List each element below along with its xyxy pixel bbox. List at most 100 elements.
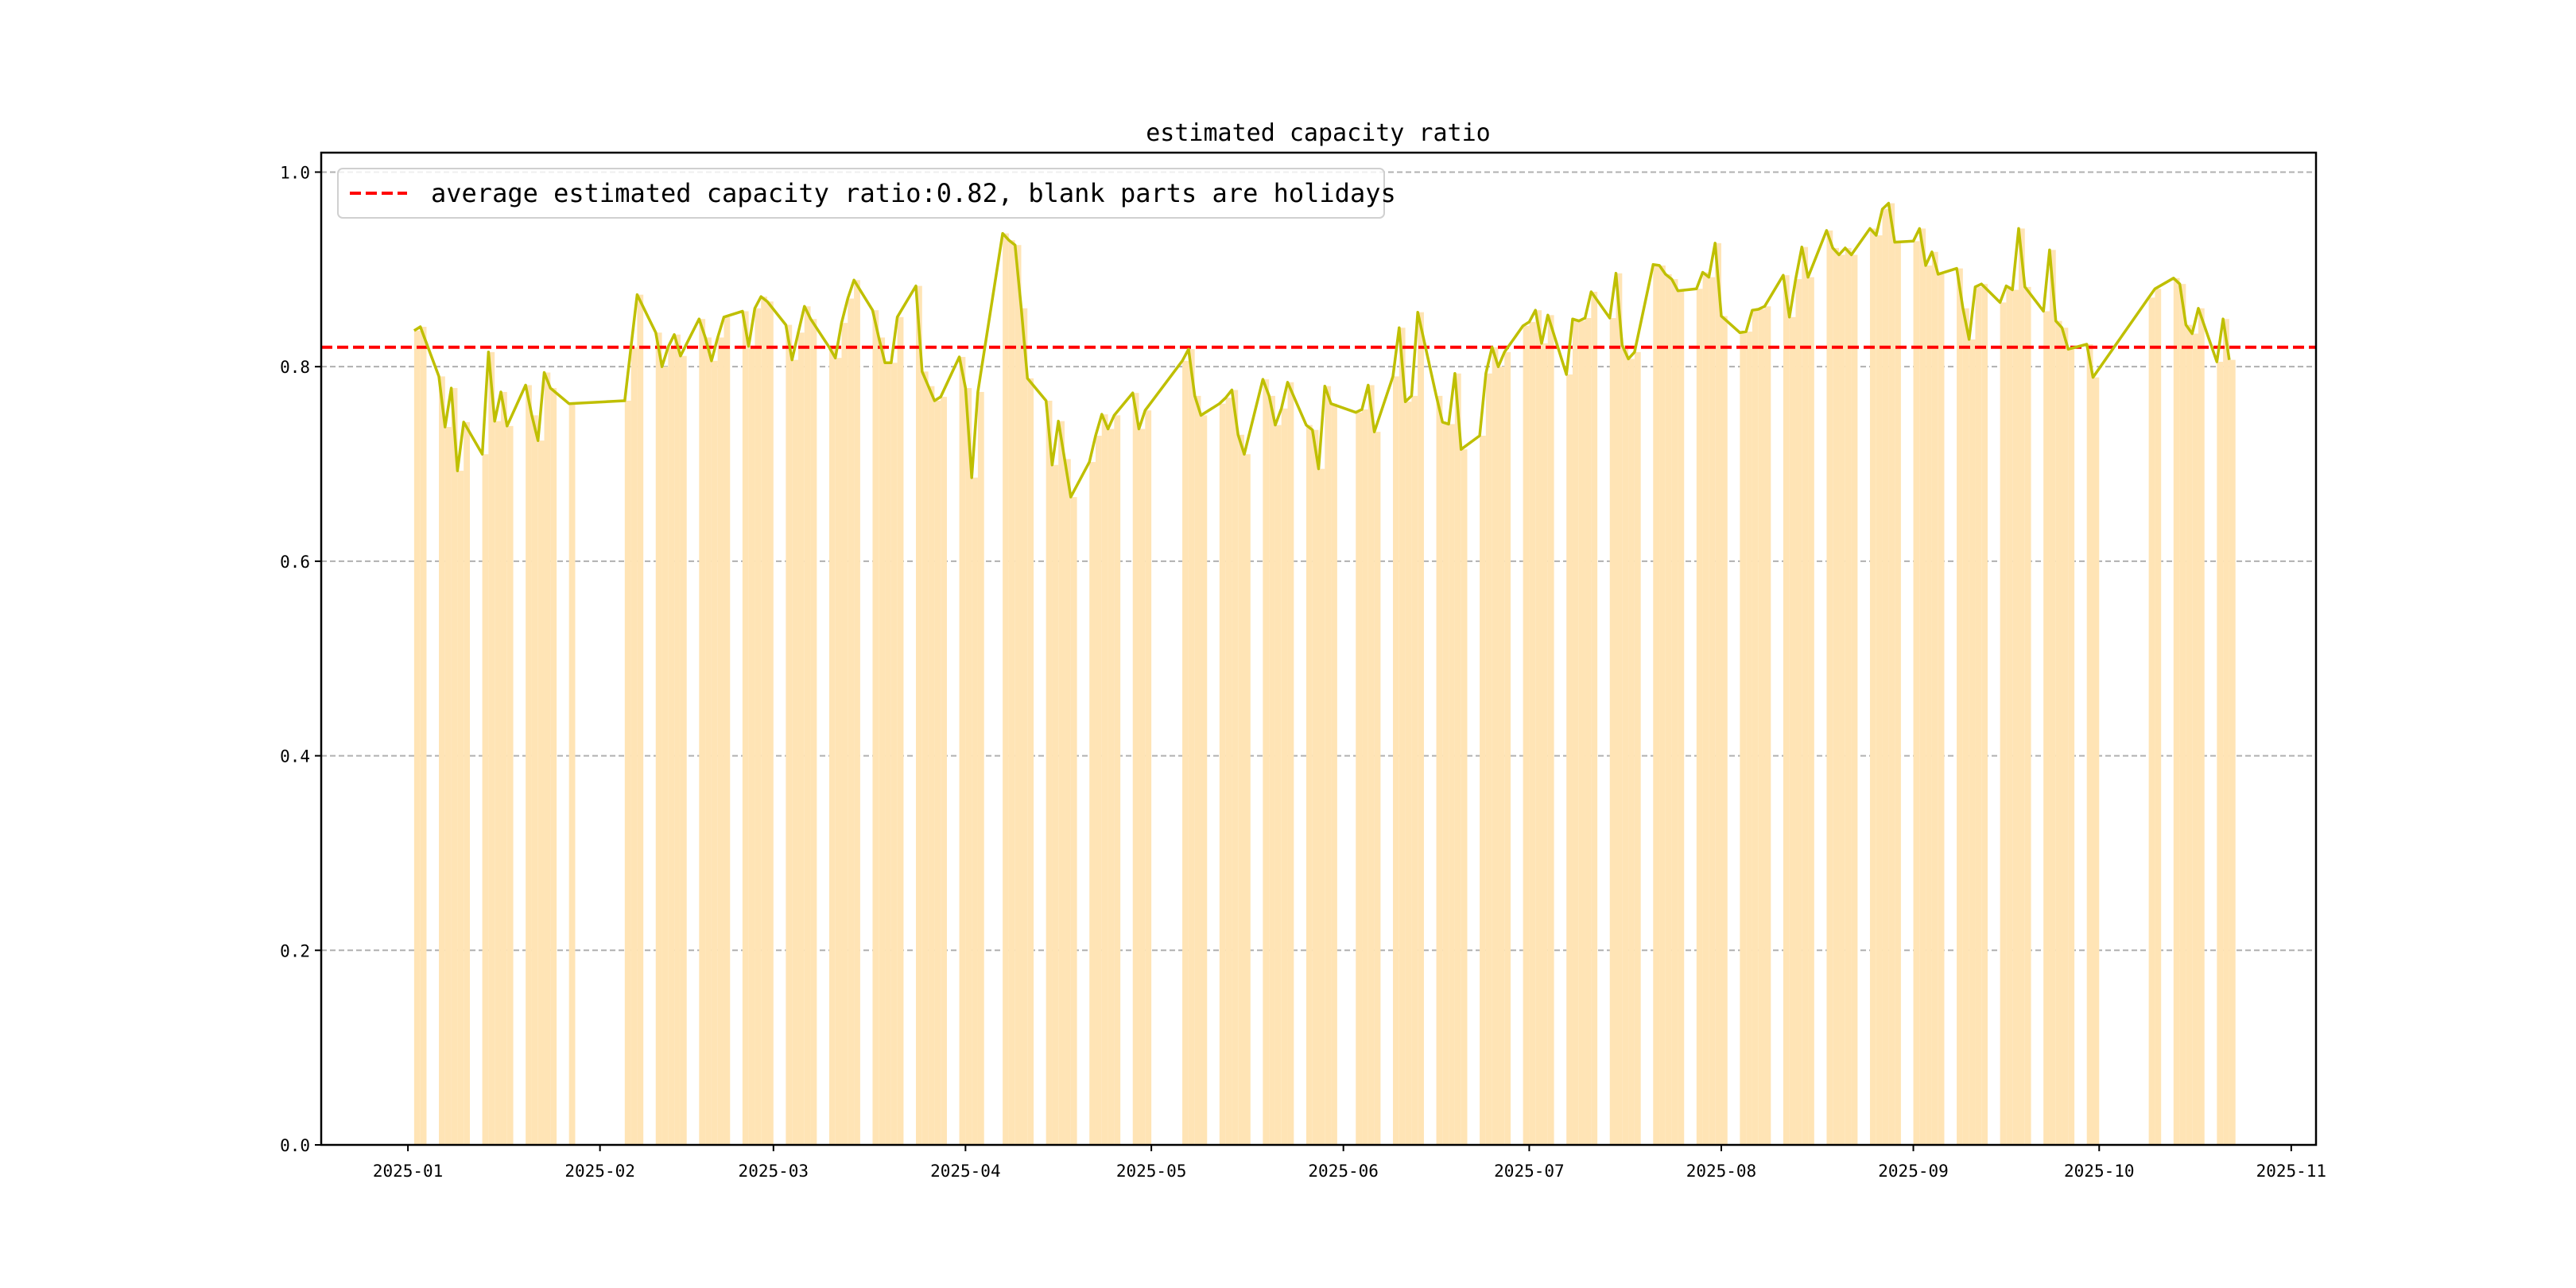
bar-2025-02-05 [624, 401, 631, 1145]
bar-2025-08-12 [1789, 316, 1796, 1145]
bar-2025-01-16 [500, 391, 507, 1145]
bar-2025-03-07 [810, 319, 817, 1146]
bar-2025-07-21 [1653, 264, 1660, 1146]
bar-2025-05-08 [1194, 395, 1201, 1146]
bar-2025-06-11 [1405, 402, 1412, 1146]
bar-2025-09-05 [1938, 274, 1945, 1145]
bar-2025-01-23 [544, 372, 551, 1145]
legend-box [337, 168, 1385, 219]
bar-2025-08-28 [1888, 203, 1895, 1145]
x-tick-label: 2025-05 [1116, 1162, 1187, 1181]
bar-2025-02-19 [711, 360, 718, 1145]
bar-2025-08-13 [1795, 279, 1802, 1145]
bar-2025-01-21 [531, 415, 538, 1145]
bar-2025-06-16 [1436, 395, 1443, 1146]
capacity-ratio-line [413, 201, 2231, 499]
y-axis-ticks: 0.0 0.2 0.4 0.6 0.8 1.0 [280, 163, 321, 1155]
x-axis-ticks: 2025-01 2025-02 2025-03 2025-04 2025-05 2025-… [373, 1145, 2326, 1181]
bar-2025-03-18 [879, 337, 886, 1145]
bar-2025-01-06 [439, 376, 445, 1146]
bar-2025-03-12 [841, 323, 848, 1145]
bar-2025-01-10 [464, 421, 471, 1145]
bar-2025-02-21 [724, 316, 731, 1145]
bar-2025-02-27 [761, 297, 768, 1145]
bar-2025-09-29 [2086, 344, 2093, 1146]
bar-2025-05-23 [1287, 382, 1294, 1145]
bar-2025-02-07 [637, 294, 644, 1146]
bar-2025-04-02 [972, 477, 978, 1145]
bar-2025-08-20 [1839, 254, 1845, 1145]
bar-2025-02-17 [699, 319, 706, 1146]
bar-2025-05-19 [1263, 379, 1270, 1145]
bar-2025-01-15 [495, 421, 501, 1145]
bar-2025-10-20 [2217, 362, 2224, 1145]
y-tick-label: 0.6 [280, 553, 310, 572]
bar-2025-04-21 [1089, 462, 1096, 1145]
bar-2025-02-11 [661, 367, 669, 1145]
bar-2025-08-29 [1895, 242, 1901, 1145]
bar-2025-09-26 [2068, 349, 2075, 1145]
bar-2025-02-20 [717, 337, 724, 1145]
bar-2025-08-07 [1758, 308, 1765, 1145]
bar-2025-07-07 [1566, 374, 1573, 1145]
legend-label: average estimated capacity ratio:0.82, b… [431, 178, 1396, 208]
bar-2025-03-11 [835, 358, 842, 1146]
bar-2025-06-17 [1442, 421, 1449, 1145]
y-tick-label: 0.0 [280, 1136, 310, 1155]
bar-2025-01-09 [457, 471, 464, 1145]
bar-2025-01-08 [451, 388, 458, 1145]
x-tick-label: 2025-03 [739, 1162, 809, 1181]
bar-2025-09-08 [1957, 268, 1963, 1146]
bar-2025-02-13 [674, 334, 681, 1145]
bar-2025-05-30 [1331, 403, 1337, 1145]
bar-2025-09-16 [2006, 285, 2013, 1145]
x-tick-label: 2025-10 [2064, 1162, 2135, 1181]
bar-2025-07-08 [1572, 319, 1579, 1146]
bar-2025-07-31 [1715, 242, 1721, 1146]
bar-2025-09-11 [1975, 286, 1982, 1145]
bar-2025-03-06 [804, 306, 811, 1146]
bar-2025-06-05 [1368, 385, 1375, 1145]
bar-2025-10-17 [2198, 308, 2205, 1146]
bar-2025-06-24 [1485, 373, 1492, 1145]
bar-2025-05-09 [1201, 415, 1208, 1145]
bar-2025-04-11 [1027, 378, 1034, 1145]
bar-2025-05-26 [1305, 425, 1313, 1145]
bar-2025-05-29 [1325, 386, 1332, 1145]
bar-2025-08-11 [1783, 275, 1790, 1146]
x-tick-label: 2025-01 [373, 1162, 444, 1181]
bar-2025-04-15 [1052, 464, 1059, 1145]
bar-2025-01-03 [420, 327, 427, 1146]
bar-2025-03-31 [959, 356, 966, 1145]
bar-2025-04-03 [977, 391, 984, 1145]
bar-2025-05-20 [1269, 395, 1275, 1146]
bar-2025-04-01 [965, 388, 972, 1145]
bar-2025-07-23 [1665, 274, 1672, 1145]
y-tick-label: 0.4 [280, 747, 310, 766]
bar-2025-05-14 [1232, 390, 1239, 1146]
bar-2025-09-02 [1919, 228, 1926, 1145]
bar-2025-01-27 [568, 403, 576, 1145]
bar-2025-07-02 [1535, 310, 1542, 1145]
bar-2025-01-13 [482, 454, 489, 1145]
bar-2025-05-15 [1238, 434, 1244, 1145]
bar-2025-04-14 [1046, 401, 1053, 1145]
bar-2025-03-10 [828, 347, 836, 1145]
bar-2025-06-18 [1449, 424, 1455, 1145]
bar-2025-07-01 [1529, 321, 1536, 1146]
bar-2025-06-26 [1498, 367, 1505, 1145]
bar-2025-06-13 [1418, 312, 1424, 1145]
bar-2025-08-21 [1845, 247, 1852, 1145]
bar-2025-06-12 [1411, 395, 1418, 1146]
bar-2025-10-10 [2155, 289, 2162, 1145]
bar-2025-02-14 [680, 355, 687, 1145]
chart-title: estimated capacity ratio [1146, 119, 1490, 147]
bar-2025-08-15 [1808, 277, 1814, 1145]
bar-2025-01-14 [488, 351, 495, 1146]
bar-2025-08-22 [1851, 254, 1858, 1145]
bar-2025-10-21 [2223, 319, 2229, 1146]
bar-2025-04-29 [1139, 429, 1146, 1145]
bar-2025-03-04 [792, 359, 798, 1145]
bar-2025-08-19 [1833, 247, 1840, 1145]
bar-2025-04-09 [1014, 245, 1022, 1145]
